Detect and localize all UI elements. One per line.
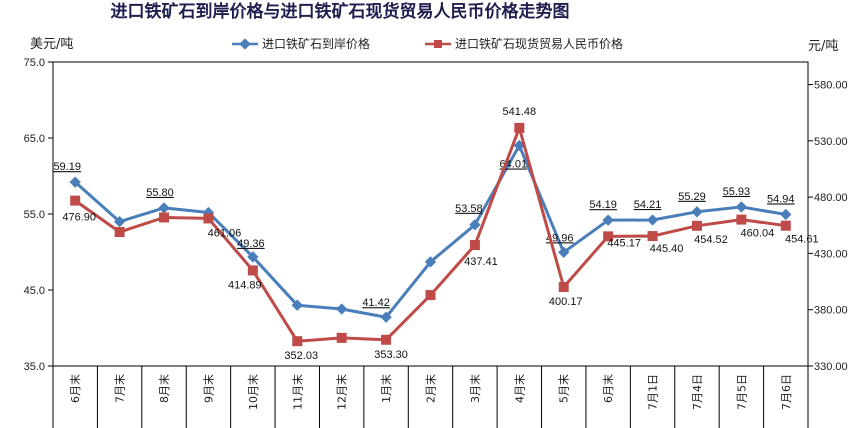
series-1-data-label: 55.29: [678, 191, 706, 203]
series-2-point: [514, 122, 525, 133]
series-1-data-label: 54.21: [634, 199, 662, 211]
series-2-point: [114, 227, 125, 238]
series-2-point: [203, 213, 214, 224]
series-2-point: [736, 214, 747, 225]
right-tick-label: 480.00: [814, 192, 848, 204]
x-category-label: 6月末: [68, 374, 82, 403]
series-1-point: [291, 299, 303, 311]
series-2-data-label: 437.41: [464, 256, 498, 268]
x-category-label: 7月末: [113, 374, 127, 403]
series-2-point: [647, 231, 658, 242]
left-tick-label: 35.0: [24, 361, 45, 373]
series-2-data-label: 400.17: [549, 296, 583, 308]
series-2-point: [381, 334, 392, 345]
series-2-data-label: 445.17: [607, 237, 641, 249]
series-1-point: [735, 201, 748, 213]
left-tick-label: 65.0: [24, 133, 45, 145]
series-1-data-label: 59.19: [53, 161, 81, 173]
x-category-label: 8月末: [157, 374, 171, 403]
series-2-data-label: 541.48: [502, 106, 536, 118]
right-tick-label: 580.00: [814, 80, 848, 92]
series-1-data-label: 53.58: [455, 203, 483, 215]
series-1-data-label: 49.96: [546, 232, 574, 244]
series-2-data-label: 352.03: [284, 350, 318, 362]
series-1-point: [780, 208, 792, 221]
series-2-point: [780, 220, 791, 231]
series-1-point: [158, 202, 170, 214]
series-2-point: [70, 195, 81, 206]
series-1-point: [424, 256, 437, 268]
x-category-label: 12月末: [335, 374, 349, 410]
series-1-data-label: 55.80: [146, 187, 174, 199]
series-1-data-label: 54.94: [767, 193, 795, 205]
series-2-data-label: 461.06: [208, 227, 242, 239]
series-2-point: [159, 212, 170, 223]
series-1-data-label: 54.19: [589, 199, 617, 211]
x-category-label: 2月末: [424, 374, 438, 403]
legend-marker-series-2: [434, 40, 442, 48]
left-axis-unit: 美元/吨: [30, 37, 73, 52]
series-1-data-label: 49.36: [237, 238, 265, 250]
series-2-data-label: 454.61: [785, 234, 819, 246]
series-1-data-label: 41.42: [362, 297, 390, 309]
x-category-label: 7月6日: [780, 374, 793, 410]
series-1-point: [336, 303, 348, 315]
x-category-label: 9月末: [201, 374, 215, 403]
x-category-label: 6月末: [601, 374, 615, 403]
x-category-label: 1月末: [379, 374, 393, 403]
left-tick-label: 75.0: [24, 57, 45, 69]
left-tick-label: 45.0: [24, 285, 45, 297]
series-2-data-label: 445.40: [650, 243, 684, 255]
series-2-point: [469, 240, 480, 251]
x-category-label: 7月5日: [735, 374, 748, 410]
x-category-label: 10月末: [246, 374, 260, 410]
legend: 进口铁矿石到岸价格 进口铁矿石现货贸易人民币价格: [232, 36, 623, 51]
x-category-label: 11月末: [290, 374, 304, 410]
series-1-point: [380, 311, 392, 323]
series-1-point: [469, 219, 481, 231]
legend-label-series-2: 进口铁矿石现货贸易人民币价格: [455, 36, 623, 51]
series-2-data-label: 454.52: [694, 234, 728, 246]
series-2-point: [558, 281, 569, 292]
series-2-point: [603, 231, 614, 242]
series-2-point: [691, 220, 702, 231]
plot-area: 35.0 45.0 55.0 65.0 75.0 330.00 380.00 430.00 48…: [24, 57, 848, 428]
series-line-2: [74, 126, 786, 343]
series-2-point: [336, 332, 347, 343]
right-tick-label: 430.00: [814, 248, 848, 260]
right-tick-label: 380.00: [814, 305, 848, 317]
series-1-data-label: 55.93: [723, 186, 751, 198]
right-tick-label: 330.00: [814, 361, 848, 373]
series-2-point: [425, 290, 436, 301]
legend-label-series-1: 进口铁矿石到岸价格: [262, 36, 370, 51]
series-1-point: [558, 246, 570, 258]
series-1-point: [646, 214, 659, 226]
series-2-point: [292, 336, 303, 347]
x-category-label: 5月末: [557, 374, 571, 403]
x-category-label: 4月末: [512, 374, 526, 403]
right-tick-label: 530.00: [814, 136, 848, 148]
series-2-data-label: 414.89: [228, 279, 262, 291]
series-2-data-label: 353.30: [374, 349, 408, 361]
series-2-data-label: 460.04: [741, 228, 775, 240]
right-axis-unit: 元/吨: [808, 39, 838, 54]
x-category-label: 7月1日: [647, 374, 660, 410]
x-category-label: 7月4日: [691, 374, 704, 410]
legend-marker-series-1: [239, 38, 251, 50]
chart-title: 进口铁矿石到岸价格与进口铁矿石现货贸易人民币价格走势图: [111, 1, 570, 22]
series-1-point: [602, 214, 614, 226]
left-tick-label: 55.0: [24, 209, 45, 221]
series-1-point: [691, 206, 703, 218]
series-2-data-label: 476.90: [62, 212, 96, 224]
series-2-point: [247, 265, 258, 276]
x-category-label: 3月末: [468, 374, 482, 403]
